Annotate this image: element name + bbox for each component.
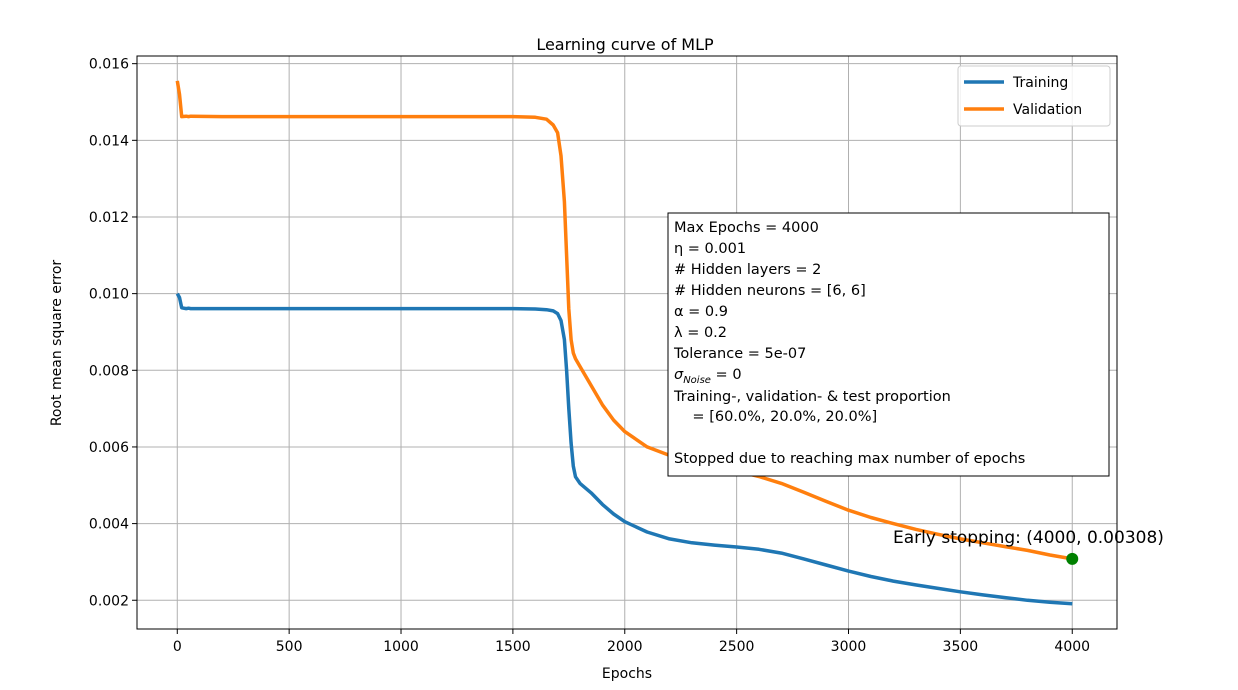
marker-group xyxy=(1066,552,1079,565)
y-tick-label: 0.006 xyxy=(89,440,129,456)
x-tick-label: 2000 xyxy=(607,639,643,655)
x-tick-label: 3000 xyxy=(831,639,867,655)
y-axis-ticks: 0.002 0.004 0.006 0.008 0.010 0.012 0.014 0.016 xyxy=(89,57,137,609)
info-proportion-label: Training-, validation- & test proportion xyxy=(673,389,951,405)
y-tick-label: 0.012 xyxy=(89,210,129,226)
y-tick-label: 0.002 xyxy=(89,593,129,609)
sigma-subscript: Noise xyxy=(683,375,711,386)
info-box: Max Epochs = 4000 η = 0.001 # Hidden lay… xyxy=(667,212,1110,477)
x-tick-label: 1500 xyxy=(495,639,531,655)
info-hidden-layers: # Hidden layers = 2 xyxy=(674,262,821,278)
series-line-validation xyxy=(175,80,1073,561)
info-eta: η = 0.001 xyxy=(674,241,746,257)
info-lambda: λ = 0.2 xyxy=(674,325,727,341)
info-max-epochs: Max Epochs = 4000 xyxy=(674,220,819,236)
y-tick-label: 0.016 xyxy=(89,57,129,73)
info-sigma-noise: σNoise = 0 xyxy=(674,367,742,386)
x-tick-label: 2500 xyxy=(719,639,755,655)
series-lines xyxy=(175,80,1073,606)
info-box-frame xyxy=(667,212,1110,477)
sigma-value: = 0 xyxy=(711,367,742,383)
info-tolerance: Tolerance = 5e-07 xyxy=(673,346,806,362)
x-tick-label: 500 xyxy=(276,639,303,655)
plot-area-frame xyxy=(136,55,1118,630)
x-tick-label: 1000 xyxy=(383,639,419,655)
x-tick-label: 3500 xyxy=(943,639,979,655)
legend-label-training: Training xyxy=(1012,75,1068,91)
info-alpha: α = 0.9 xyxy=(674,304,728,320)
y-tick-label: 0.004 xyxy=(89,517,129,533)
y-tick-label: 0.008 xyxy=(89,363,129,379)
sigma-symbol: σ xyxy=(674,367,684,383)
chart-title: Learning curve of MLP xyxy=(536,35,714,54)
early-stopping-marker xyxy=(1066,552,1079,565)
legend: Training Validation xyxy=(957,65,1111,127)
y-axis-label: Root mean square error xyxy=(49,260,65,427)
x-tick-label: 0 xyxy=(173,639,182,655)
early-stopping-annotation: Early stopping: (4000, 0.00308) xyxy=(893,528,1164,548)
x-tick-label: 4000 xyxy=(1054,639,1090,655)
info-proportion-values: = [60.0%, 20.0%, 20.0%] xyxy=(674,409,877,425)
y-tick-label: 0.010 xyxy=(89,287,129,303)
x-axis-ticks: 0 500 1000 1500 2000 2500 3000 3500 4000 xyxy=(173,629,1090,655)
info-hidden-neurons: # Hidden neurons = [6, 6] xyxy=(674,283,866,299)
x-axis-label: Epochs xyxy=(602,666,652,682)
info-stop-reason: Stopped due to reaching max number of ep… xyxy=(674,451,1025,467)
series-line-training xyxy=(175,292,1073,606)
legend-label-validation: Validation xyxy=(1013,102,1082,118)
y-tick-label: 0.014 xyxy=(89,133,129,149)
